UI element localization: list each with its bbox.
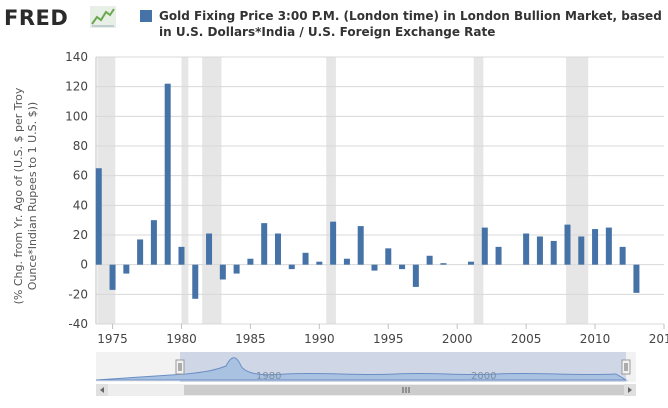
bar-2008[interactable] <box>564 224 571 265</box>
recession-band <box>202 57 222 324</box>
grip-icon <box>402 387 410 393</box>
bar-1988[interactable] <box>288 264 295 270</box>
bar-1992[interactable] <box>343 258 350 265</box>
bar-1983[interactable] <box>219 264 226 280</box>
grid-lines <box>95 56 664 325</box>
x-tick-label: 2005 <box>511 332 542 346</box>
y-tick-label: 140 <box>65 50 88 64</box>
y-tick-label: 120 <box>65 80 88 94</box>
recession-band <box>473 57 484 324</box>
bar-2001[interactable] <box>467 261 474 265</box>
bar-1997[interactable] <box>412 264 419 287</box>
recession-band <box>181 57 189 324</box>
navigator-series <box>96 357 628 381</box>
fred-logo-text: FRED <box>4 6 69 30</box>
bar-1979[interactable] <box>164 83 171 265</box>
bar-1977[interactable] <box>137 239 144 265</box>
bar-2006[interactable] <box>536 236 543 265</box>
y-tick-label: 0 <box>80 258 88 272</box>
x-tick-label: 1975 <box>97 332 128 346</box>
bar-2007[interactable] <box>550 240 557 265</box>
bar-1980[interactable] <box>178 246 185 265</box>
x-tick-label: 1995 <box>373 332 404 346</box>
x-tick-labels: 1975 1980 1985 1990 1995 2000 2005 2010 2015 <box>97 324 668 346</box>
y-tick-label: -40 <box>68 317 88 331</box>
bar-1975[interactable] <box>109 264 116 290</box>
bar-1982[interactable] <box>206 233 213 265</box>
bar-2009[interactable] <box>578 236 585 265</box>
bar-series <box>95 83 640 299</box>
drag-handle-icon[interactable] <box>621 359 631 375</box>
x-tick-label: 1990 <box>304 332 335 346</box>
scrollbar-thumb <box>184 385 624 395</box>
chart-plot: -40 -20 0 20 40 60 80 100 120 140 1975 1980 1985 199… <box>65 50 668 346</box>
y-tick-label: 60 <box>73 169 88 183</box>
legend-swatch <box>140 10 152 22</box>
bar-1978[interactable] <box>150 220 157 265</box>
legend-label: Gold Fixing Price 3:00 P.M. (London time… <box>159 9 662 39</box>
x-tick-label: 2000 <box>442 332 473 346</box>
navigator-label-1980: 1980 <box>256 371 281 382</box>
bar-1986[interactable] <box>261 223 268 265</box>
recession-shading <box>97 57 589 324</box>
bar-1976[interactable] <box>123 264 130 274</box>
chart-legend[interactable]: Gold Fixing Price 3:00 P.M. (London time… <box>140 8 665 40</box>
y-tick-label: -20 <box>68 287 88 301</box>
bar-1996[interactable] <box>399 264 406 270</box>
range-navigator[interactable]: 1980 2000 <box>96 352 636 402</box>
y-tick-labels: -40 -20 0 20 40 60 80 100 120 140 <box>65 50 88 331</box>
y-tick-label: 40 <box>73 198 88 212</box>
bar-1993[interactable] <box>357 226 364 265</box>
recession-band <box>326 57 336 324</box>
y-tick-label: 20 <box>73 228 88 242</box>
drag-handle-icon[interactable] <box>175 359 185 375</box>
bar-2013[interactable] <box>633 264 640 293</box>
bar-1985[interactable] <box>247 258 254 265</box>
bar-1991[interactable] <box>330 221 337 265</box>
bar-2012[interactable] <box>619 246 626 265</box>
bar-1995[interactable] <box>385 248 392 265</box>
bar-2005[interactable] <box>523 233 530 265</box>
y-tick-label: 100 <box>65 109 88 123</box>
recession-band <box>566 57 589 324</box>
bar-2010[interactable] <box>592 229 599 265</box>
bar-2002[interactable] <box>481 227 488 265</box>
fred-logo[interactable]: FRED <box>4 4 116 32</box>
y-tick-label: 80 <box>73 139 88 153</box>
bar-2011[interactable] <box>605 227 612 265</box>
bar-1974[interactable] <box>95 168 102 265</box>
bar-1999[interactable] <box>440 263 447 265</box>
bar-1989[interactable] <box>302 252 309 265</box>
x-tick-label: 1985 <box>235 332 266 346</box>
bar-1994[interactable] <box>371 264 378 271</box>
recession-band <box>97 57 116 324</box>
x-tick-label: 2015 <box>649 332 668 346</box>
bar-1984[interactable] <box>233 264 240 274</box>
navigator-label-2000: 2000 <box>471 371 496 382</box>
bar-1987[interactable] <box>274 233 281 265</box>
line-chart-icon <box>90 6 116 28</box>
navigator-scrollbar[interactable] <box>96 384 636 396</box>
bar-1990[interactable] <box>316 261 323 265</box>
x-tick-label: 1980 <box>166 332 197 346</box>
bar-2003[interactable] <box>495 246 502 265</box>
x-tick-label: 2010 <box>580 332 611 346</box>
bar-1998[interactable] <box>426 255 433 265</box>
bar-1981[interactable] <box>192 264 199 299</box>
